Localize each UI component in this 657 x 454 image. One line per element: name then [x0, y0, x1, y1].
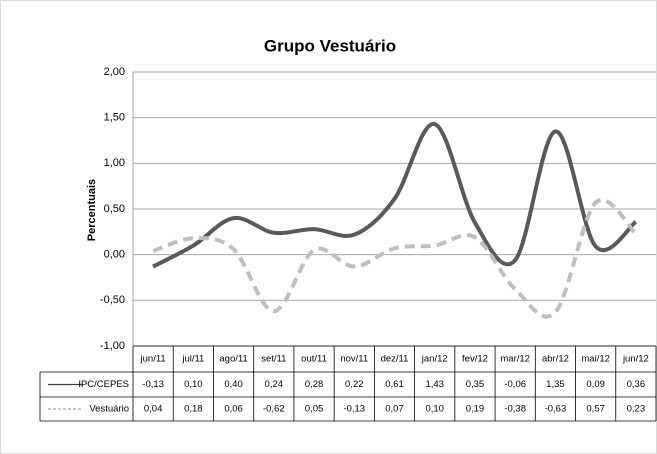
x-tick-label: jul/11 — [181, 354, 204, 365]
legend-label: Vestuário — [89, 404, 129, 415]
table-value: 0,06 — [224, 404, 243, 415]
y-tick-label: 2,00 — [104, 66, 125, 78]
table-value: 0,09 — [586, 379, 605, 390]
y-tick-label: -1,00 — [100, 340, 125, 352]
table-value: 1,35 — [546, 379, 565, 390]
y-tick-label: 1,00 — [104, 157, 125, 169]
table-value: 1,43 — [425, 379, 444, 390]
x-tick-label: mai/12 — [581, 354, 610, 365]
table-value: 0,04 — [144, 404, 163, 415]
y-tick-label: -0,50 — [100, 294, 125, 306]
x-tick-label: jun/12 — [622, 354, 649, 365]
table-value: 0,19 — [466, 404, 485, 415]
table-value: -0,38 — [504, 404, 526, 415]
y-tick-label: 1,50 — [104, 112, 125, 124]
table-value: 0,18 — [184, 404, 203, 415]
x-tick-label: dez/11 — [381, 354, 409, 365]
series-line — [152, 198, 638, 319]
x-tick-label: abr/12 — [542, 354, 569, 365]
x-tick-label: jun/11 — [140, 354, 166, 365]
table-value: 0,23 — [627, 404, 646, 415]
chart-title: Grupo Vestuário — [264, 36, 396, 55]
x-tick-label: ago/11 — [219, 354, 247, 365]
x-tick-label: jan/12 — [421, 354, 448, 365]
table-value: -0,13 — [142, 379, 164, 390]
table-value: 0,28 — [305, 379, 324, 390]
x-tick-label: fev/12 — [462, 354, 488, 365]
table-value: 0,61 — [385, 379, 404, 390]
table-value: -0,06 — [504, 379, 526, 390]
table-value: -0,63 — [545, 404, 567, 415]
table-value: 0,22 — [345, 379, 364, 390]
table-value: 0,05 — [305, 404, 324, 415]
y-axis-label: Percentuais — [86, 179, 98, 241]
table-value: 0,36 — [627, 379, 646, 390]
table-value: 0,57 — [586, 404, 605, 415]
table-value: 0,10 — [184, 379, 203, 390]
x-tick-label: nov/11 — [340, 354, 368, 365]
table-value: 0,10 — [425, 404, 444, 415]
series-line — [152, 122, 638, 269]
x-tick-label: mar/12 — [500, 354, 530, 365]
table-value: 0,40 — [224, 379, 243, 390]
x-tick-label: out/11 — [301, 354, 327, 365]
table-value: 0,07 — [385, 404, 404, 415]
y-tick-label: 0,00 — [104, 249, 125, 261]
table-value: 0,35 — [466, 379, 485, 390]
table-value: -0,13 — [343, 404, 365, 415]
table-value: -0,62 — [263, 404, 285, 415]
table-value: 0,24 — [265, 379, 284, 390]
legend-label: IPC/CEPES — [78, 379, 129, 390]
y-tick-label: 0,50 — [104, 203, 125, 215]
x-tick-label: set/11 — [261, 354, 286, 365]
